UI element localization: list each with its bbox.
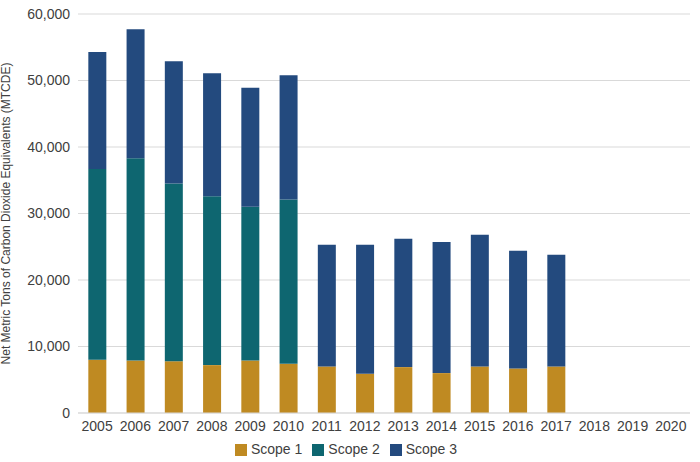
svg-text:2012: 2012: [349, 418, 380, 434]
svg-text:2005: 2005: [82, 418, 113, 434]
svg-text:2010: 2010: [273, 418, 304, 434]
svg-text:2011: 2011: [312, 418, 342, 434]
svg-text:0: 0: [62, 405, 70, 421]
html-text:Scope 2: Scope 2: [328, 441, 380, 457]
svg-text:2009: 2009: [235, 418, 266, 434]
svg-text:2016: 2016: [502, 418, 533, 434]
html-text:Scope 1: Scope 1: [250, 441, 303, 457]
svg-text:2018: 2018: [579, 418, 610, 434]
svg-text:2015: 2015: [464, 418, 495, 434]
svg-text:40,000: 40,000: [27, 139, 70, 155]
svg-text:2019: 2019: [617, 418, 648, 434]
svg-text:2020: 2020: [655, 418, 686, 434]
svg-text:10,000: 10,000: [27, 338, 70, 354]
svg-text:50,000: 50,000: [27, 72, 70, 88]
svg-text:2017: 2017: [541, 418, 572, 434]
svg-text:2014: 2014: [426, 418, 457, 434]
svg-text:30,000: 30,000: [27, 205, 70, 221]
svg-text:2008: 2008: [196, 418, 227, 434]
svg-text:2006: 2006: [120, 418, 151, 434]
svg-text:Net Metric Tons of Carbon Diox: Net Metric Tons of Carbon Dioxide Equiva…: [8, 63, 13, 365]
html-text:Scope 3: Scope 3: [405, 441, 458, 457]
svg-text:60,000: 60,000: [27, 6, 70, 22]
svg-text:2007: 2007: [158, 418, 189, 434]
svg-text:20,000: 20,000: [27, 272, 70, 288]
svg-text:2013: 2013: [388, 418, 419, 434]
